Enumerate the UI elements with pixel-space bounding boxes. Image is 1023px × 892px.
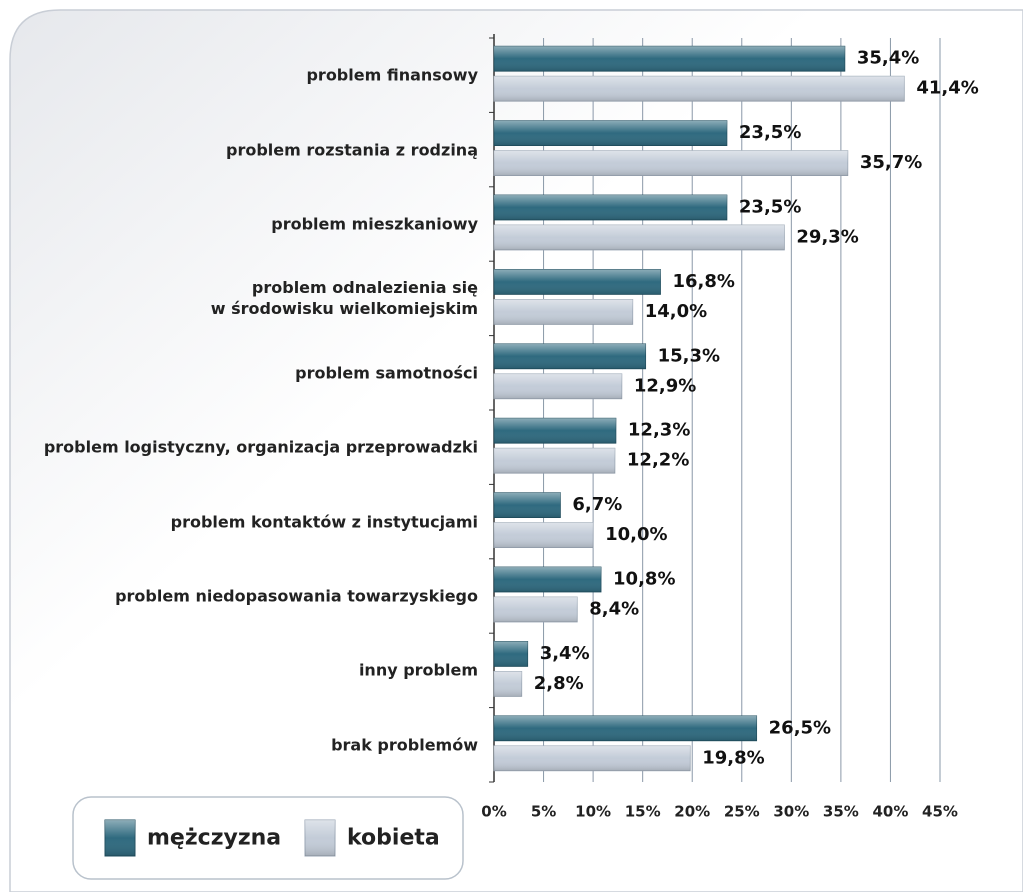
category-label: problem finansowy [306, 65, 478, 85]
bar-shine [494, 46, 845, 72]
bar-shine [494, 418, 616, 444]
value-label: 14,0% [645, 301, 707, 322]
bar-shine [494, 120, 727, 146]
category-label: problem mieszkaniowy [271, 214, 478, 234]
x-tick-label: 0% [481, 803, 506, 821]
category-label: problem kontaktów z instytucjami [170, 512, 478, 532]
bar-shine [494, 225, 785, 250]
value-label: 41,4% [916, 78, 978, 99]
value-label: 26,5% [769, 717, 831, 738]
value-label: 29,3% [796, 227, 858, 248]
bar-shine [494, 671, 522, 697]
bar-shine [494, 522, 594, 548]
x-tick-label: 25% [724, 803, 760, 821]
bar-shine [494, 492, 561, 518]
value-label: 12,3% [628, 420, 690, 441]
legend-label: kobieta [347, 825, 440, 851]
bar-shine [494, 195, 727, 220]
bar-shine [494, 745, 691, 771]
legend-label: mężczyzna [147, 825, 282, 851]
value-label: 23,5% [739, 122, 801, 143]
value-label: 23,5% [739, 197, 801, 218]
value-label: 35,7% [860, 152, 922, 173]
category-label: brak problemów [331, 735, 478, 755]
value-label: 8,4% [589, 599, 639, 620]
bar-shine [494, 448, 615, 474]
value-label: 19,8% [702, 747, 764, 768]
bar-shine [494, 567, 602, 592]
value-label: 3,4% [540, 643, 590, 664]
bar-shine [494, 299, 633, 325]
legend-swatch-shine [305, 820, 335, 856]
bar-shine [494, 715, 757, 741]
value-label: 12,9% [634, 375, 696, 396]
category-label: problem niedopasowania towarzyskiego [115, 586, 478, 606]
bar-shine [494, 641, 528, 667]
x-tick-label: 40% [872, 803, 908, 821]
category-label: problem rozstania z rodziną [226, 140, 478, 160]
legend-box [72, 796, 464, 880]
value-label: 2,8% [534, 673, 584, 694]
category-label: problem odnalezienia się w środowisku wi… [210, 278, 478, 319]
category-label: inny problem [358, 660, 478, 680]
value-label: 12,2% [627, 450, 689, 471]
x-tick-label: 30% [773, 803, 809, 821]
bar-shine [494, 343, 646, 369]
value-label: 35,4% [857, 48, 919, 69]
bar-shine [494, 150, 848, 176]
bar-shine [494, 373, 622, 399]
x-tick-label: 10% [575, 803, 611, 821]
bar-shine [494, 269, 661, 295]
category-label: problem samotności [295, 363, 478, 383]
value-label: 15,3% [658, 345, 720, 366]
bar-shine [494, 597, 578, 622]
x-tick-label: 15% [625, 803, 661, 821]
x-tick-label: 5% [531, 803, 556, 821]
x-tick-label: 45% [922, 803, 958, 821]
value-label: 10,0% [605, 524, 667, 545]
legend-swatch-shine [105, 820, 135, 856]
value-label: 10,8% [613, 569, 675, 590]
value-label: 16,8% [673, 271, 735, 292]
x-tick-label: 20% [674, 803, 710, 821]
category-label: problem logistyczny, organizacja przepro… [43, 437, 478, 457]
x-tick-label: 35% [823, 803, 859, 821]
value-label: 6,7% [572, 494, 622, 515]
bar-shine [494, 76, 905, 102]
